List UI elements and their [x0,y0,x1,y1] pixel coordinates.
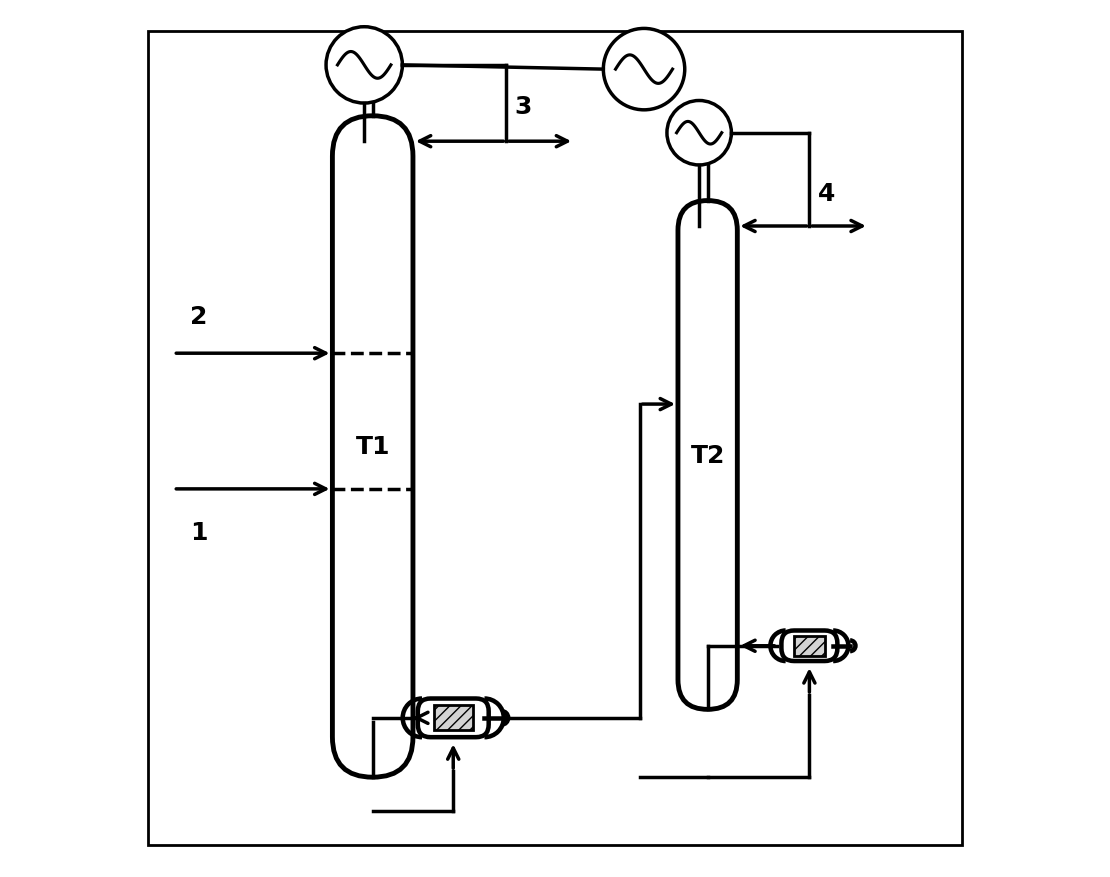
Text: T2: T2 [690,444,725,467]
Bar [794,636,825,656]
FancyBboxPatch shape [417,699,488,738]
FancyBboxPatch shape [332,117,413,777]
Bar [434,705,473,731]
Text: T1: T1 [355,435,390,459]
Text: 4: 4 [818,182,835,205]
Circle shape [667,102,731,166]
Text: 1: 1 [190,520,208,545]
Circle shape [326,28,402,103]
Circle shape [604,30,685,111]
Text: 3: 3 [515,96,532,119]
Text: 2: 2 [190,304,208,328]
FancyBboxPatch shape [781,631,837,661]
FancyBboxPatch shape [678,202,737,709]
